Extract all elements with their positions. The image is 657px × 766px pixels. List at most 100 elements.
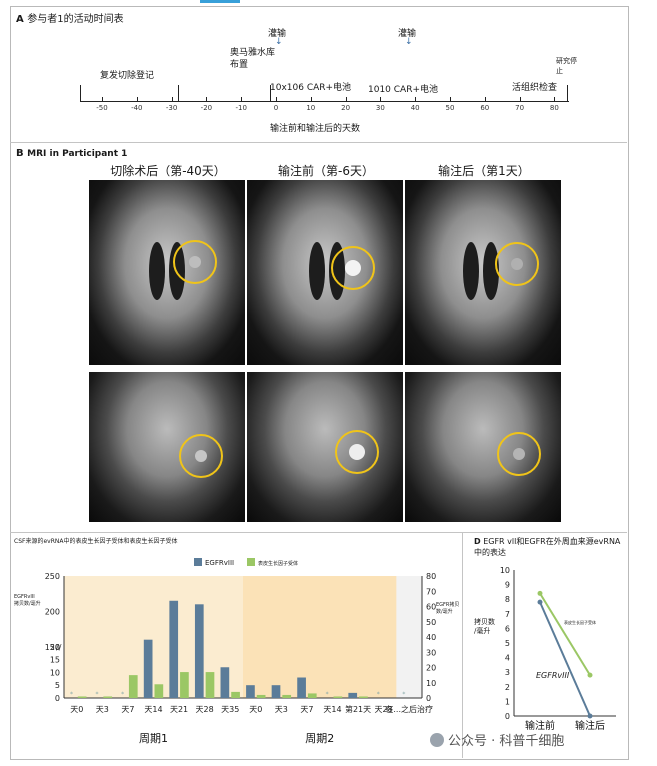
after-band bbox=[396, 576, 422, 698]
zero-marker: * bbox=[326, 691, 329, 698]
timeline-tick bbox=[241, 97, 243, 101]
x-tick-label: 天3 bbox=[96, 705, 109, 714]
panel-d-point-egfrviii bbox=[587, 713, 593, 719]
legend-swatch-egfrviii bbox=[194, 558, 202, 566]
timeline-tick-label: 60 bbox=[480, 104, 490, 112]
right-tick-label: 10 bbox=[426, 679, 436, 688]
panel-d-x-label: 输注后 bbox=[575, 719, 605, 732]
timeline-tick-label: 20 bbox=[341, 104, 351, 112]
watermark-text: 公众号 · 科普千细胞 bbox=[448, 734, 565, 749]
x-tick-label: 天14 bbox=[144, 705, 162, 714]
timeline-tick bbox=[206, 97, 208, 101]
panel-d-point-egfr bbox=[587, 672, 593, 678]
ventricle-left bbox=[149, 242, 165, 300]
x-tick-label: 天3 bbox=[275, 705, 288, 714]
right-tick-label: 0 bbox=[426, 694, 431, 703]
panel-d-y-label: /毫升 bbox=[474, 626, 490, 635]
panel-d-line-egfr bbox=[539, 592, 591, 676]
right-tick-label: 80 bbox=[426, 572, 436, 581]
x-tick-label: 天7 bbox=[300, 705, 313, 714]
legend-label-egfrviii: EGFRvIII bbox=[205, 559, 234, 567]
infusion1-arrow-icon: ↓ bbox=[275, 37, 283, 47]
panel-d-y-tick: 6 bbox=[505, 624, 510, 633]
infusion2-arrow-icon: ↓ bbox=[405, 37, 413, 47]
timeline-tick-label: -50 bbox=[96, 104, 108, 112]
separator-c-d bbox=[462, 532, 463, 758]
timeline-tick-label: 50 bbox=[445, 104, 455, 112]
lesion-circle bbox=[179, 434, 223, 478]
panel-d-chart: 0 1 2 3 4 5 6 7 8 9 10 拷贝数/毫升 表皮生长因子受体 EGFRvIII 输注前 输注后 bbox=[474, 566, 616, 732]
left-tick-label: 250 bbox=[45, 572, 60, 581]
timeline-tick bbox=[380, 97, 382, 101]
left-tick-label: 0 bbox=[55, 694, 60, 703]
left-tick-label: 10 bbox=[50, 668, 60, 677]
panel-a-header: A 参与者1的活动时间表 bbox=[16, 10, 124, 25]
bar-egfrviii bbox=[194, 604, 204, 698]
mri-bottom-3 bbox=[405, 372, 561, 522]
timeline-tick-label: -40 bbox=[131, 104, 143, 112]
left-tick-label: 5 bbox=[55, 681, 60, 690]
timeline-tick-label: 80 bbox=[549, 104, 559, 112]
panel-d-y-label: 拷贝数 bbox=[474, 617, 495, 626]
panel-d-y-tick: 9 bbox=[505, 581, 510, 590]
panel-d-y-tick: 2 bbox=[505, 683, 510, 692]
bar-egfr bbox=[77, 696, 87, 698]
mri-bottom-2 bbox=[247, 372, 403, 522]
separator-a-b bbox=[10, 142, 627, 143]
timeline-event-marker bbox=[80, 85, 81, 101]
panel-d-point-egfrviii bbox=[537, 599, 543, 605]
right-axis-label: EGFR拷贝 bbox=[436, 601, 459, 608]
timeline-tick-label: 30 bbox=[375, 104, 385, 112]
timeline-event-marker bbox=[178, 85, 179, 101]
mri-top-1 bbox=[89, 180, 245, 365]
bar-egfrviii bbox=[271, 685, 281, 698]
timeline-event-marker bbox=[270, 85, 271, 101]
bar-egfr bbox=[180, 672, 189, 698]
x-tick-label: 天0 bbox=[70, 705, 83, 714]
left-axis-label: EGFRvIII bbox=[14, 594, 35, 600]
timeline-tick bbox=[450, 97, 451, 101]
right-tick-label: 70 bbox=[426, 587, 436, 596]
figure-frame bbox=[10, 6, 629, 760]
bar-egfr bbox=[333, 696, 343, 698]
right-tick-label: 50 bbox=[426, 618, 436, 627]
panel-a-label: A bbox=[16, 14, 24, 25]
lesion-circle bbox=[495, 242, 539, 286]
panel-d-series-egfr-label: 表皮生长因子受体 bbox=[564, 619, 596, 625]
bar-egfr bbox=[282, 694, 292, 698]
bar-egfrviii bbox=[143, 639, 153, 698]
timeline-tick bbox=[310, 97, 312, 101]
lesion-circle bbox=[335, 430, 379, 474]
timeline-tick bbox=[345, 97, 347, 101]
timeline-tick-label: -10 bbox=[235, 104, 247, 112]
left-tick-label: 200 bbox=[45, 607, 60, 616]
right-tick-label: 30 bbox=[426, 648, 436, 657]
bar-egfrviii bbox=[220, 667, 230, 698]
right-tick-label: 40 bbox=[426, 633, 436, 642]
cycle1-label: 周期1 bbox=[139, 732, 168, 745]
mri-col1-title: 切除术后（第-40天） bbox=[110, 164, 226, 178]
panel-d-y-tick: 4 bbox=[505, 654, 510, 663]
timeline-tick-label: 40 bbox=[410, 104, 420, 112]
timeline-tick bbox=[484, 97, 486, 101]
panel-d-y-tick: 1 bbox=[505, 697, 510, 706]
watermark: 公众号 · 科普千细胞 bbox=[430, 730, 564, 749]
cycle2-band bbox=[243, 576, 397, 698]
right-tick-label: 60 bbox=[426, 603, 436, 612]
x-tick-label: 天21 bbox=[170, 705, 188, 714]
mri-top-2 bbox=[247, 180, 403, 365]
timeline-tick bbox=[276, 97, 277, 101]
timeline-tick-label: 10 bbox=[306, 104, 316, 112]
biopsy-label: 活组织检查 bbox=[512, 83, 558, 93]
axis-break-icon: // bbox=[56, 643, 62, 652]
timeline-tick-label: 70 bbox=[515, 104, 525, 112]
left-axis-label: 拷贝数/毫升 bbox=[14, 600, 41, 607]
zero-marker: * bbox=[96, 691, 99, 698]
left-tick-label: 15 bbox=[50, 656, 60, 665]
timeline-tick bbox=[519, 97, 521, 101]
timeline-tick bbox=[102, 97, 103, 101]
panel-d-y-tick: 8 bbox=[505, 595, 510, 604]
cycle2-label: 周期2 bbox=[305, 732, 334, 745]
panel-c-chart: //0510152015020025001020304050607080*天0*… bbox=[14, 558, 459, 745]
panel-d-label: D bbox=[474, 537, 481, 546]
